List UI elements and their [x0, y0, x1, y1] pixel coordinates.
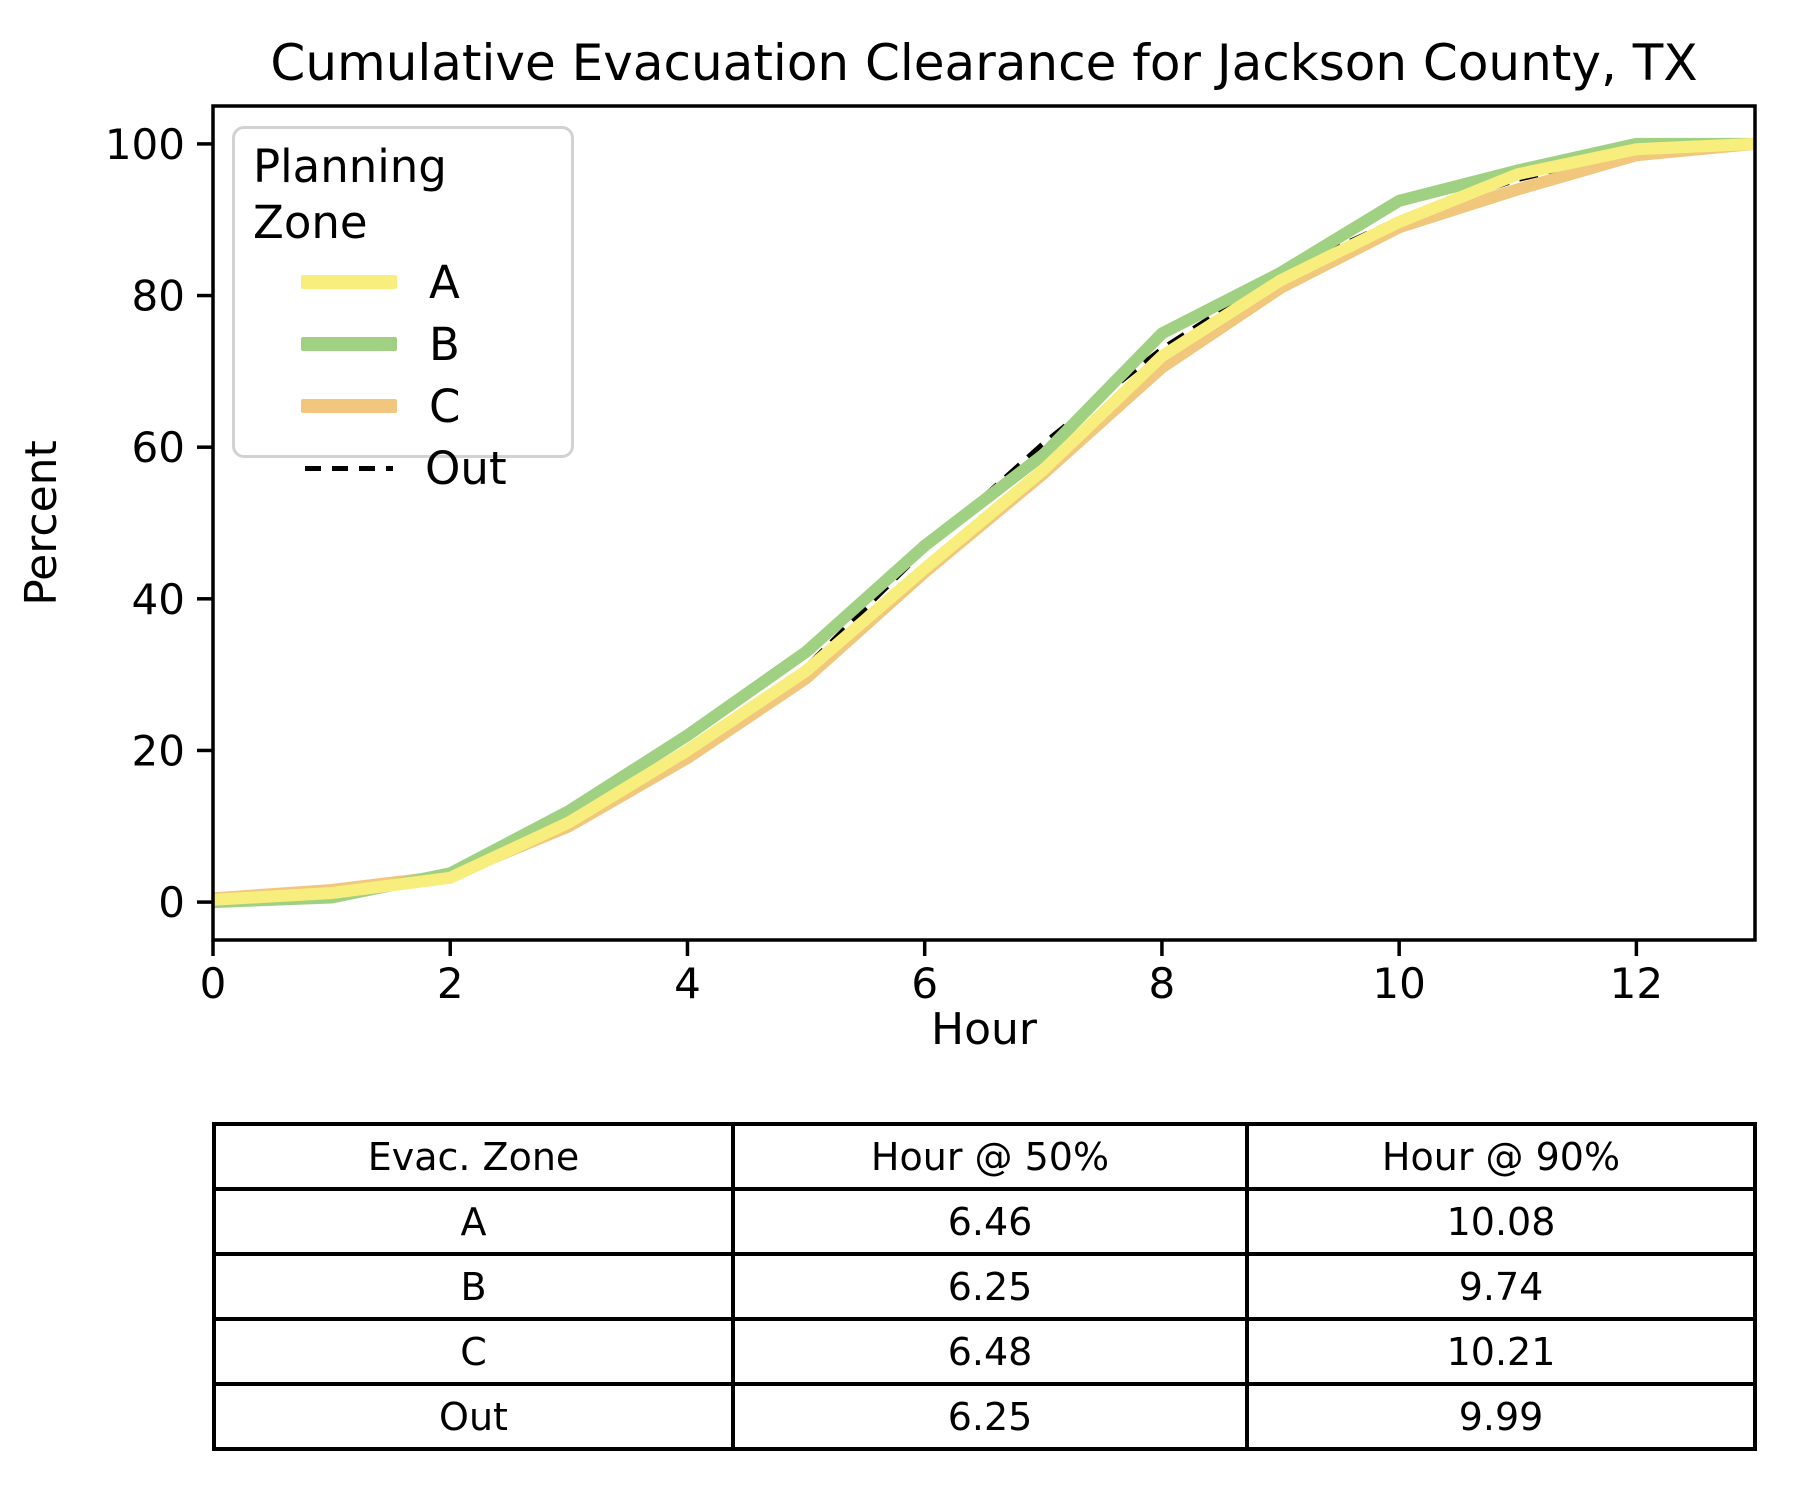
y-tick-label: 60: [132, 423, 185, 472]
table-header-h90: Hour @ 90%: [1245, 1122, 1757, 1191]
x-tick-label: 12: [1610, 959, 1663, 1008]
legend-item-out: Out: [235, 437, 571, 499]
cell-h90: 10.21: [1245, 1317, 1757, 1386]
y-tick-label: 40: [132, 575, 185, 624]
x-tick-label: 0: [200, 959, 227, 1008]
chart-legend: Planning Zone A B C Out: [232, 126, 574, 495]
table-header-h50: Hour @ 50%: [731, 1122, 1249, 1191]
cell-h50: 6.25: [731, 1252, 1249, 1321]
table-row: B 6.25 9.74: [212, 1252, 1757, 1321]
legend-label: B: [429, 317, 460, 371]
y-tick-label: 0: [158, 878, 185, 927]
cell-h50: 6.46: [731, 1187, 1249, 1256]
cell-zone: B: [212, 1252, 735, 1321]
legend-swatch-c: [301, 399, 397, 413]
legend-label: Out: [425, 441, 507, 495]
x-tick-label: 4: [674, 959, 701, 1008]
cell-h90: 9.74: [1245, 1252, 1757, 1321]
legend-swatch-b: [301, 337, 397, 351]
legend-label: C: [429, 379, 461, 433]
y-tick-label: 20: [132, 726, 185, 775]
y-axis-label: Percent: [16, 440, 67, 606]
plot-spines: [211, 104, 1757, 942]
legend-title: Planning Zone: [253, 140, 447, 249]
cell-h50: 6.48: [731, 1317, 1249, 1386]
cell-h90: 9.99: [1245, 1382, 1757, 1451]
table-row: Out 6.25 9.99: [212, 1382, 1757, 1451]
table-header-zone: Evac. Zone: [212, 1122, 735, 1191]
y-tick-label: 80: [132, 272, 185, 321]
x-tick-label: 6: [911, 959, 938, 1008]
cell-zone: C: [212, 1317, 735, 1386]
cell-zone: Out: [212, 1382, 735, 1451]
legend-swatch-out-dashed: [305, 465, 393, 471]
legend-item-b: B: [235, 313, 571, 375]
chart-title: Cumulative Evacuation Clearance for Jack…: [270, 34, 1697, 92]
legend-item-c: C: [235, 375, 571, 437]
legend-swatch-a: [301, 275, 397, 289]
cell-h90: 10.08: [1245, 1187, 1757, 1256]
evacuation-chart: Cumulative Evacuation Clearance for Jack…: [16, 34, 1757, 1055]
cell-h50: 6.25: [731, 1382, 1249, 1451]
legend-label: A: [429, 255, 460, 309]
summary-table: Evac. Zone Hour @ 50% Hour @ 90% A 6.46 …: [212, 1122, 1757, 1451]
table-row: A 6.46 10.08: [212, 1187, 1757, 1256]
legend-item-a: A: [235, 251, 571, 313]
series-line-a: [212, 137, 1756, 906]
x-tick-label: 2: [437, 959, 464, 1008]
table-row: C 6.48 10.21: [212, 1317, 1757, 1386]
y-tick-label: 100: [105, 120, 185, 169]
x-tick-label: 10: [1372, 959, 1425, 1008]
x-tick-label: 8: [1149, 959, 1176, 1008]
cell-zone: A: [212, 1187, 735, 1256]
table-header-row: Evac. Zone Hour @ 50% Hour @ 90%: [212, 1122, 1757, 1191]
x-axis-label: Hour: [931, 1004, 1038, 1055]
